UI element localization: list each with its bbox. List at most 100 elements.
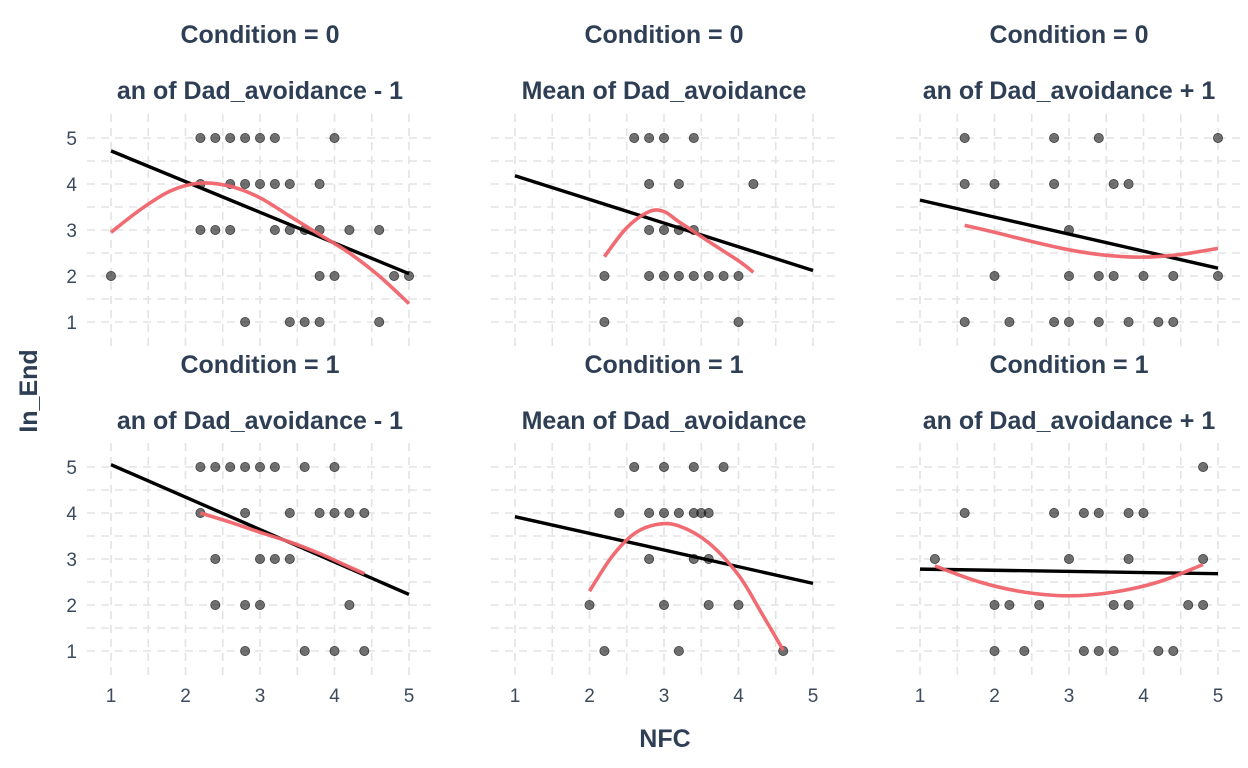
data-point: [1153, 316, 1164, 327]
y-tick-label: 5: [66, 458, 77, 479]
data-point: [1198, 600, 1209, 611]
data-point: [284, 507, 295, 518]
data-point: [1198, 461, 1209, 472]
data-point: [1198, 554, 1209, 565]
data-point: [210, 600, 221, 611]
data-point: [1049, 132, 1060, 143]
scatter-points: [959, 132, 1224, 327]
x-tick-label: 1: [106, 686, 117, 707]
x-tick-label: 2: [989, 686, 1000, 707]
data-point: [1213, 132, 1224, 143]
data-point: [374, 224, 385, 235]
data-point: [225, 461, 236, 472]
data-point: [644, 270, 655, 281]
data-point: [284, 178, 295, 189]
facet-avoidance-title: an of Dad_avoidance + 1: [923, 407, 1216, 435]
data-point: [644, 507, 655, 518]
data-point: [659, 507, 670, 518]
y-tick-label: 4: [66, 504, 77, 525]
data-point: [1168, 646, 1179, 657]
smooth-fit-curve: [602, 208, 755, 274]
x-tick-label: 4: [329, 686, 340, 707]
facet-avoidance-title: Mean of Dad_avoidance: [522, 407, 807, 435]
x-tick-label: 3: [1064, 686, 1075, 707]
panels-layer: Condition = 0 an of Dad_avoidance - 1 1 2 3 4…: [66, 21, 1242, 707]
facet-panel: Condition = 0 an of Dad_avoidance - 1 1 2 3 4…: [66, 21, 433, 346]
data-point: [299, 646, 310, 657]
data-point: [1168, 316, 1179, 327]
data-point: [240, 178, 251, 189]
data-point: [659, 132, 670, 143]
facet-panel: Condition = 1 an of Dad_avoidance - 1 1 2 3 4…: [66, 351, 433, 707]
data-point: [733, 600, 744, 611]
data-point: [629, 461, 640, 472]
data-point: [329, 461, 340, 472]
x-axis-title: NFC: [639, 725, 690, 753]
linear-fit-line: [514, 174, 814, 273]
data-point: [688, 270, 699, 281]
data-point: [314, 270, 325, 281]
data-point: [614, 507, 625, 518]
x-tick-label: 5: [808, 686, 819, 707]
facet-condition-title: Condition = 0: [180, 21, 339, 49]
data-point: [344, 224, 355, 235]
gridlines: [491, 443, 837, 675]
data-point: [584, 600, 595, 611]
data-point: [106, 270, 117, 281]
gridlines: [491, 114, 837, 346]
data-point: [703, 600, 714, 611]
x-tick-label: 3: [255, 686, 266, 707]
data-point: [659, 600, 670, 611]
y-tick-label: 2: [66, 596, 77, 617]
data-point: [1049, 316, 1060, 327]
data-point: [195, 461, 206, 472]
facet-panel: Condition = 0 an of Dad_avoidance + 1: [896, 21, 1242, 346]
data-point: [644, 554, 655, 565]
data-point: [1138, 270, 1149, 281]
data-point: [254, 178, 265, 189]
data-point: [1123, 178, 1134, 189]
data-point: [673, 646, 684, 657]
data-point: [659, 461, 670, 472]
data-point: [703, 507, 714, 518]
data-point: [718, 461, 729, 472]
data-point: [1049, 507, 1060, 518]
data-point: [989, 178, 1000, 189]
data-point: [314, 178, 325, 189]
smooth-fit-curve: [199, 511, 366, 576]
data-point: [1108, 600, 1119, 611]
data-point: [299, 316, 310, 327]
data-point: [989, 600, 1000, 611]
data-point: [1093, 507, 1104, 518]
data-point: [644, 224, 655, 235]
data-point: [1108, 646, 1119, 657]
x-tick-label: 2: [180, 686, 191, 707]
data-point: [1004, 316, 1015, 327]
data-point: [1034, 600, 1045, 611]
data-point: [254, 600, 265, 611]
scatter-points: [599, 132, 759, 327]
data-point: [329, 646, 340, 657]
scatter-points: [929, 461, 1209, 657]
data-point: [733, 316, 744, 327]
data-point: [599, 316, 610, 327]
data-point: [1093, 270, 1104, 281]
facet-avoidance-title: an of Dad_avoidance - 1: [117, 407, 403, 435]
data-point: [644, 132, 655, 143]
facet-avoidance-title: an of Dad_avoidance - 1: [117, 77, 403, 105]
data-point: [269, 224, 280, 235]
facet-avoidance-title: an of Dad_avoidance + 1: [923, 77, 1216, 105]
data-point: [374, 316, 385, 327]
data-point: [240, 132, 251, 143]
data-point: [1093, 132, 1104, 143]
y-tick-label: 3: [66, 550, 77, 571]
x-tick-label: 2: [584, 686, 595, 707]
data-point: [254, 461, 265, 472]
data-point: [959, 132, 970, 143]
data-point: [329, 507, 340, 518]
data-point: [989, 646, 1000, 657]
data-point: [673, 507, 684, 518]
data-point: [599, 646, 610, 657]
data-point: [240, 461, 251, 472]
